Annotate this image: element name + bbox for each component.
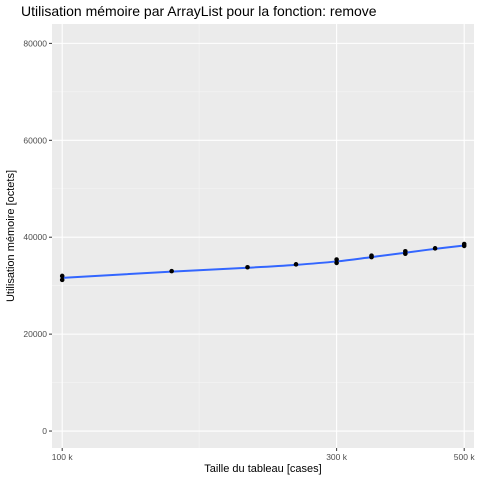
data-point: [334, 257, 339, 262]
x-tick-label: 100 k: [52, 452, 74, 462]
chart-title: Utilisation mémoire par ArrayList pour l…: [21, 3, 377, 19]
data-point: [59, 273, 65, 279]
y-tick-label: 0: [42, 426, 47, 436]
y-tick-label: 80000: [23, 38, 47, 48]
y-axis: 0 20000 40000 60000 80000: [23, 38, 52, 436]
data-point: [59, 277, 65, 283]
x-tick-label: 300 k: [326, 452, 348, 462]
x-axis-label: Taille du tableau [cases]: [204, 463, 321, 475]
plot-panel: [52, 24, 474, 448]
data-point: [369, 253, 374, 258]
grid-minor: [52, 24, 474, 448]
data-point: [432, 246, 438, 251]
x-axis: 100 k 300 k 500 k: [52, 448, 476, 462]
grid-major: [52, 24, 474, 448]
data-point: [245, 264, 250, 270]
data-point: [169, 268, 174, 274]
y-tick-label: 20000: [23, 329, 47, 339]
x-tick-label: 500 k: [454, 452, 476, 462]
y-tick-label: 40000: [23, 232, 47, 242]
points-group: [59, 241, 467, 283]
data-point: [293, 262, 299, 267]
data-point: [403, 248, 408, 254]
y-tick-label: 60000: [23, 135, 47, 145]
y-axis-label: Utilisation mémoire [octets]: [5, 170, 17, 302]
data-point: [334, 260, 339, 266]
data-point: [461, 241, 467, 247]
